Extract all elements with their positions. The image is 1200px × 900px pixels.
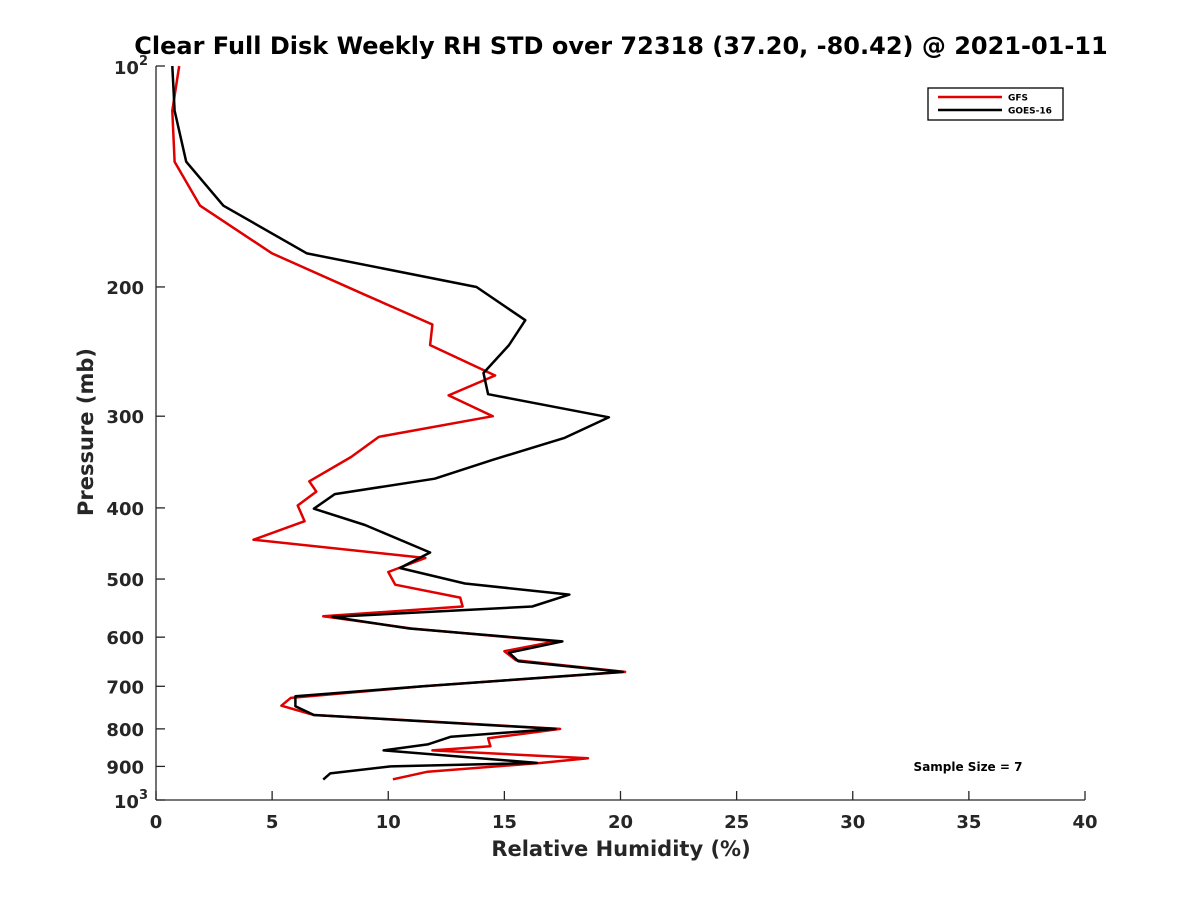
- y-tick-label: 400: [106, 499, 144, 520]
- y-tick-label: 600: [106, 628, 144, 649]
- y-tick-label: 900: [106, 757, 144, 778]
- x-tick-label: 25: [724, 812, 749, 833]
- legend-box: [927, 87, 1064, 121]
- y-tick-label: 800: [106, 720, 144, 741]
- series-line-goes-16: [171, 65, 625, 781]
- legend-label-gfs: GFS: [1008, 94, 1028, 104]
- x-tick-label: 30: [840, 812, 865, 833]
- series-line-gfs: [171, 65, 627, 781]
- x-tick-label: 35: [956, 812, 981, 833]
- chart-title: Clear Full Disk Weekly RH STD over 72318…: [134, 32, 1107, 60]
- y-tick-label: 200: [106, 278, 144, 299]
- x-tick-label: 20: [608, 812, 633, 833]
- x-tick-label: 10: [376, 812, 401, 833]
- x-tick-label: 15: [492, 812, 517, 833]
- y-tick-label: 700: [106, 677, 144, 698]
- y-axis-label: Pressure (mb): [74, 348, 98, 516]
- y-tick-label: 300: [106, 407, 144, 428]
- y-tick-label: 102: [114, 54, 148, 79]
- legend: GFS GOES-16: [927, 87, 1064, 121]
- sample-size-annotation: Sample Size = 7: [914, 760, 1023, 774]
- x-tick-label: 0: [150, 812, 163, 833]
- x-tick-label: 40: [1072, 812, 1097, 833]
- y-tick-label: 500: [106, 570, 144, 591]
- x-axis-label: Relative Humidity (%): [491, 837, 750, 861]
- y-tick-label: 103: [114, 788, 148, 813]
- axes-layer: 0 5 10 15 20 25 30 35 40 102 200 300 400 500 600 700 800…: [106, 54, 1097, 833]
- series-layer: [171, 65, 627, 781]
- x-tick-label: 5: [266, 812, 279, 833]
- legend-label-goes-16: GOES-16: [1008, 107, 1052, 117]
